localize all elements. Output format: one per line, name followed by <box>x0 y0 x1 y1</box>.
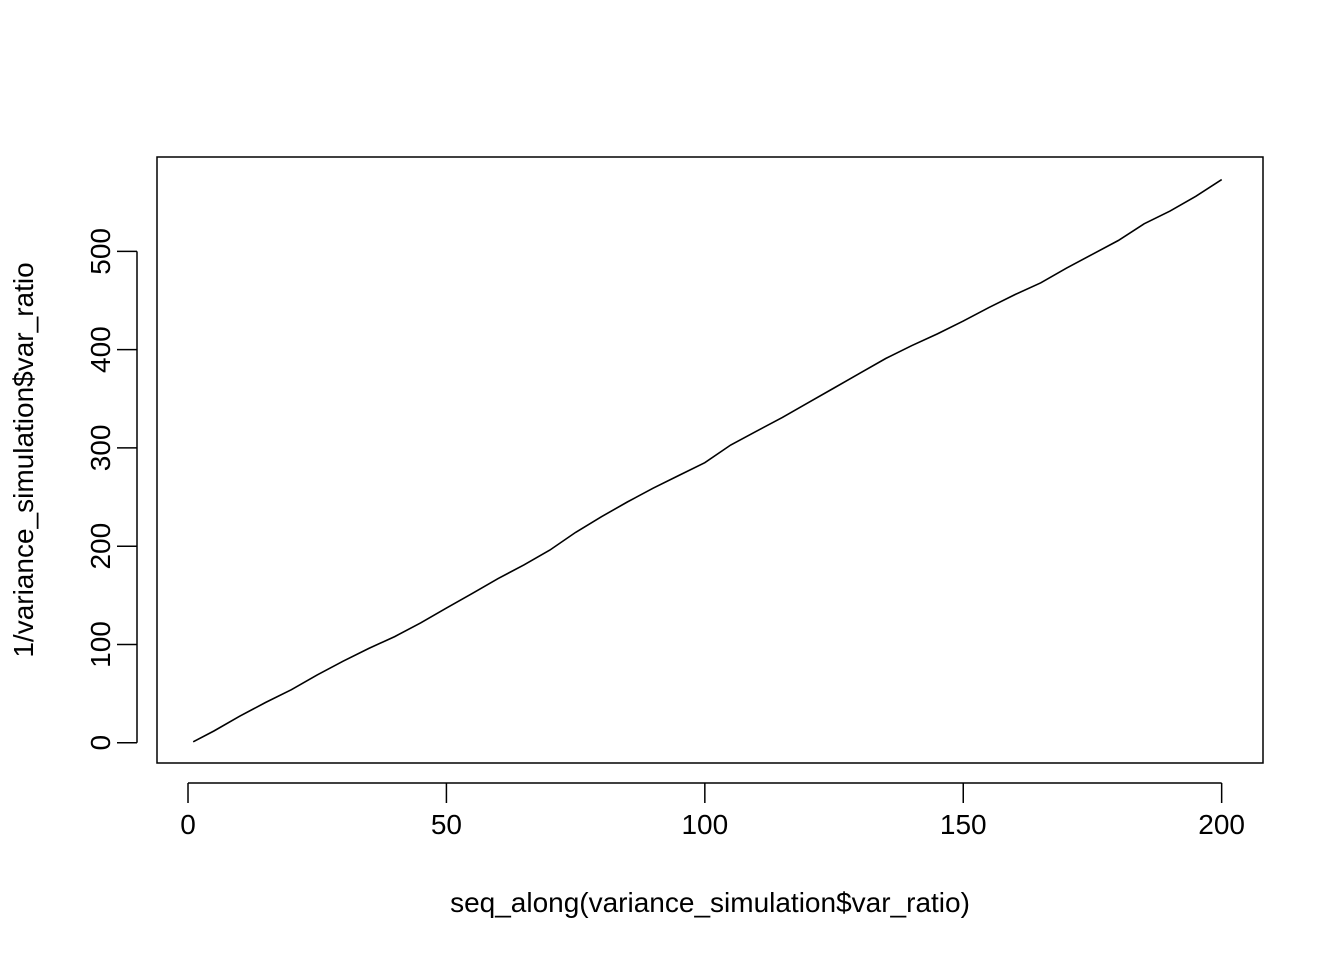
y-tick-label: 0 <box>85 735 116 751</box>
x-tick-label: 100 <box>681 809 728 840</box>
plot-box <box>156 156 1264 764</box>
y-tick-label: 400 <box>85 326 116 373</box>
y-axis-title: 1/variance_simulation$var_ratio <box>8 262 39 657</box>
y-tick-label: 300 <box>85 425 116 472</box>
x-tick-label: 50 <box>431 809 462 840</box>
x-tick-label: 0 <box>180 809 196 840</box>
y-tick-label: 100 <box>85 621 116 668</box>
x-axis-title: seq_along(variance_simulation$var_ratio) <box>450 887 970 918</box>
x-tick-label: 150 <box>940 809 987 840</box>
x-axis: 0 50 100 150 200 <box>180 782 1245 840</box>
y-tick-label: 200 <box>85 523 116 570</box>
y-tick-label: 500 <box>85 228 116 275</box>
series-line <box>192 178 1223 743</box>
y-axis: 0 100 200 300 400 500 <box>85 228 138 751</box>
x-tick-label: 200 <box>1198 809 1245 840</box>
